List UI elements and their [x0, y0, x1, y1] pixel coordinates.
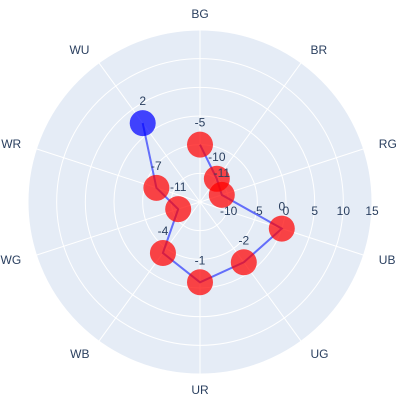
radial-tick-label: 15 [365, 204, 379, 218]
angular-label-bg: BG [191, 7, 208, 21]
angular-label-ug: UG [311, 347, 329, 361]
angular-label-wb: WB [70, 347, 89, 361]
data-point-ur [187, 269, 213, 296]
data-label-rg: -11 [214, 166, 231, 180]
trace-layer: -5 -10 -11 0 -2 -1 -4 -11 -7 2 [129, 94, 295, 296]
data-point-rg [208, 181, 235, 208]
angular-label-ub: UB [379, 253, 396, 267]
radial-tick-label: 0 [283, 204, 290, 218]
angular-label-wg: WG [1, 253, 22, 267]
angular-label-layer: BG BR RG UB UG UR WB WG WR WU [1, 7, 397, 397]
radial-tick-label: 5 [311, 204, 318, 218]
data-point-wu [129, 110, 156, 137]
radial-tick-label: 10 [337, 204, 351, 218]
radial-tick-label: -5 [252, 204, 263, 218]
angular-grid-line [98, 201, 201, 342]
data-label-ur: -1 [195, 253, 206, 267]
angular-label-ur: UR [191, 383, 209, 397]
angular-label-wu: WU [69, 43, 89, 57]
data-point-wr [143, 174, 170, 201]
data-label-bg: -5 [195, 116, 206, 130]
data-label-ub: 0 [278, 200, 285, 214]
data-point-ug [230, 249, 257, 276]
angular-grid-line [36, 148, 201, 203]
data-label-ug: -2 [238, 233, 249, 247]
data-label-br: -10 [208, 150, 226, 164]
data-label-wr: -7 [151, 159, 162, 173]
angular-label-rg: RG [379, 137, 397, 151]
data-point-ub [268, 215, 295, 242]
data-label-wu: 2 [139, 94, 146, 108]
data-point-wb [149, 240, 176, 267]
data-point-bg [187, 131, 213, 158]
angular-label-wr: WR [1, 137, 21, 151]
data-label-wg: -11 [170, 180, 187, 194]
angular-label-br: BR [311, 43, 328, 57]
data-point-wg [165, 196, 192, 223]
data-label-wb: -4 [158, 224, 169, 238]
